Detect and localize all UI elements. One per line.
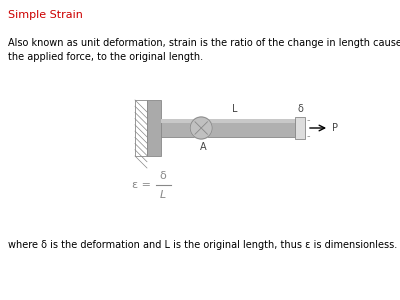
Bar (161, 119, 295, 123)
Text: Also known as unit deformation, strain is the ratio of the change in length caus: Also known as unit deformation, strain i… (8, 38, 400, 62)
Bar (295, 117, 305, 139)
Text: Simple Strain: Simple Strain (8, 10, 83, 20)
Text: P: P (332, 123, 338, 133)
Text: where δ is the deformation and L is the original length, thus ε is dimensionless: where δ is the deformation and L is the … (8, 240, 397, 250)
Text: L: L (232, 104, 238, 114)
Bar (135, 100, 147, 156)
Text: δ: δ (160, 171, 166, 181)
Bar (147, 100, 161, 156)
Text: L: L (160, 190, 166, 200)
Text: δ: δ (297, 104, 303, 114)
Text: A: A (200, 142, 206, 152)
Bar (161, 119, 295, 137)
Circle shape (190, 117, 212, 139)
Text: ε =: ε = (132, 180, 155, 190)
